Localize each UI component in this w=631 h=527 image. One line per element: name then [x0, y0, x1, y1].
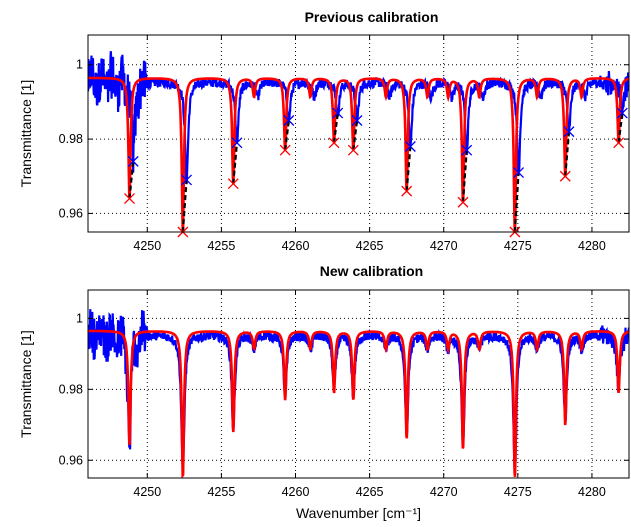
shift-line — [284, 120, 290, 151]
x-tick-label: 4275 — [504, 239, 532, 253]
model-min-marker — [279, 144, 291, 156]
meas-min-marker — [616, 107, 628, 119]
meas-min-marker — [351, 115, 363, 126]
chart-title: Previous calibration — [305, 9, 439, 25]
y-axis-label: Transmittance [1] — [18, 80, 34, 188]
x-tick-label: 4250 — [133, 239, 161, 253]
x-tick-label: 4280 — [578, 239, 606, 253]
shift-line — [332, 112, 339, 143]
shift-line — [181, 179, 188, 232]
shift-line — [352, 120, 359, 151]
meas-min-marker — [283, 115, 295, 126]
series-model — [88, 329, 629, 478]
x-tick-label: 4250 — [133, 485, 161, 499]
shift-line — [232, 142, 239, 184]
axes-box — [87, 34, 630, 233]
meas-min-marker — [513, 167, 525, 178]
x-tick-label: 4275 — [504, 485, 532, 499]
x-tick-label: 4265 — [356, 485, 384, 499]
meas-min-marker — [332, 107, 344, 119]
model-min-marker — [347, 144, 359, 156]
meas-min-marker — [181, 174, 193, 186]
subplot-2: New calibration 4250 4255 4260 4265 4270 4275 4… — [18, 263, 630, 521]
x-tick-label: 4255 — [207, 239, 235, 253]
y-tick-label: 0.96 — [59, 453, 83, 467]
y-tick-label: 1 — [76, 311, 83, 325]
shift-line — [617, 112, 624, 143]
plot-area — [88, 290, 629, 478]
shift-line — [461, 150, 468, 203]
y-tick-label: 1 — [76, 58, 83, 72]
x-tick-label: 4270 — [430, 239, 458, 253]
y-axis-label: Transmittance [1] — [18, 330, 34, 438]
y-tick-label: 0.98 — [59, 382, 83, 396]
model-min-marker — [124, 193, 135, 205]
model-min-marker — [457, 196, 469, 208]
y-tick-label: 0.96 — [59, 206, 83, 220]
chart-title: New calibration — [320, 263, 423, 279]
subplot-1: Previous calibration 4250 4255 4260 4265 4270… — [18, 9, 630, 253]
x-tick-label: 4255 — [207, 485, 235, 499]
series-model — [88, 76, 629, 232]
model-min-marker — [227, 178, 239, 190]
model-min-marker — [613, 137, 625, 149]
shift-line — [128, 161, 135, 199]
model-min-marker — [328, 137, 340, 149]
model-min-marker — [559, 170, 571, 182]
meas-min-marker — [563, 126, 575, 138]
x-tick-label: 4270 — [430, 485, 458, 499]
x-tick-label: 4265 — [356, 239, 384, 253]
meas-min-marker — [461, 144, 473, 156]
series-measured — [88, 51, 629, 185]
axes-box — [87, 289, 630, 479]
meas-min-marker — [127, 155, 139, 167]
y-tick-label: 0.98 — [59, 132, 83, 146]
shift-line — [513, 172, 520, 232]
meas-min-marker — [404, 141, 416, 152]
x-tick-label: 4260 — [282, 239, 310, 253]
x-tick-label: 4280 — [578, 485, 606, 499]
plot-area — [88, 35, 629, 232]
x-tick-label: 4260 — [282, 485, 310, 499]
x-axis-label: Wavenumber [cm⁻¹] — [296, 505, 421, 521]
meas-min-marker — [231, 137, 243, 149]
model-min-marker — [401, 185, 413, 197]
